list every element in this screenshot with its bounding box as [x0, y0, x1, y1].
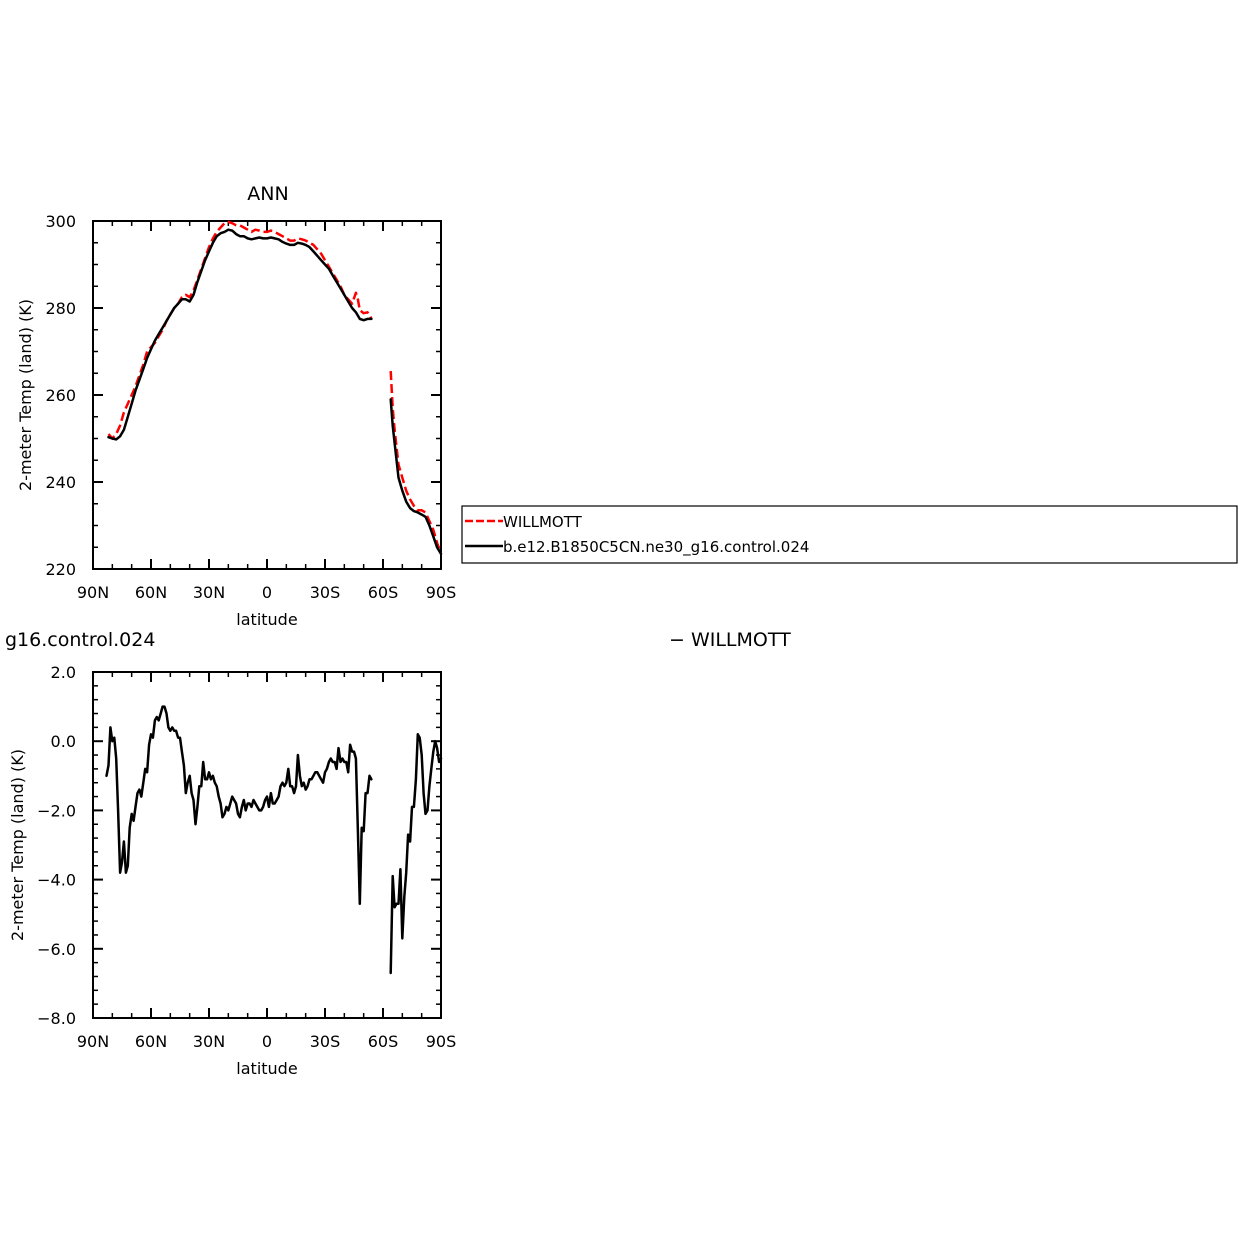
x-tick-label: 90S: [426, 583, 457, 602]
y-tick-label: 260: [45, 386, 76, 405]
y-tick-label: −8.0: [37, 1009, 76, 1028]
x-tick-label: 30S: [310, 1032, 341, 1051]
series-line-willmott-seg0: [107, 220, 373, 440]
y-tick-label: 2.0: [51, 663, 76, 682]
x-tick-label: 60N: [135, 583, 167, 602]
legend: WILLMOTT b.e12.B1850C5CN.ne30_g16.contro…: [461, 505, 1238, 564]
y-tick-label: 0.0: [51, 732, 76, 751]
plot-frame: [92, 671, 442, 1019]
y-tick-labels: 220 240 260 280 300: [45, 212, 76, 579]
x-tick-label: 30N: [193, 583, 225, 602]
y-tick-label: 280: [45, 299, 76, 318]
axis-ticks: [92, 220, 442, 570]
x-tick-label: 0: [262, 583, 272, 602]
temperature-chart: ANN 90N 60N 30N 0 30S 60S 90S 220240260280300 …: [16, 183, 456, 629]
x-tick-label: 30N: [193, 1032, 225, 1051]
x-axis-label: latitude: [236, 610, 297, 629]
series-line-willmott-seg1: [389, 371, 443, 555]
x-tick-label: 30S: [310, 583, 341, 602]
chart-title: ANN: [247, 183, 288, 205]
legend-frame: [461, 505, 1238, 564]
series-line-difference-seg0: [105, 705, 373, 906]
series-line-b-e12-b1850c5cn-ne30-g16-control-024-seg0: [107, 228, 373, 441]
y-axis-label: 2-meter Temp (land) (K): [8, 749, 27, 941]
x-tick-label: 60S: [368, 583, 399, 602]
plot-frame: [92, 220, 442, 570]
x-tick-label: 0: [262, 1032, 272, 1051]
x-axis-label: latitude: [236, 1059, 297, 1078]
axis-ticks: [92, 671, 442, 1019]
y-axis-label: 2-meter Temp (land) (K): [16, 299, 35, 491]
diff-title-right: − WILLMOTT: [669, 629, 791, 651]
series-line-difference-seg1: [389, 733, 443, 975]
x-tick-label: 60S: [368, 1032, 399, 1051]
x-tick-label: 90S: [426, 1032, 457, 1051]
x-tick-label: 90N: [77, 1032, 109, 1051]
y-tick-label: −2.0: [37, 801, 76, 820]
diff-title-left: g16.control.024: [5, 629, 155, 651]
series-lines: [105, 705, 443, 975]
x-tick-label: 60N: [135, 1032, 167, 1051]
y-tick-label: −6.0: [37, 940, 76, 959]
y-tick-label: 220: [45, 560, 76, 579]
y-tick-label: −4.0: [37, 871, 76, 890]
difference-chart: 90N 60N 30N 0 30S 60S 90S −8.0 −6.0 −4.0 −2.0 0.0 2…: [8, 663, 456, 1078]
x-tick-label: 90N: [77, 583, 109, 602]
y-tick-label: 240: [45, 473, 76, 492]
x-tick-labels: 90N 60N 30N 0 30S 60S 90S: [77, 583, 456, 602]
y-tick-label: 300: [45, 212, 76, 231]
series-lines: [107, 220, 443, 556]
series-line-b-e12-b1850c5cn-ne30-g16-control-024-seg1: [389, 398, 443, 556]
y-tick-labels: −8.0 −6.0 −4.0 −2.0 0.0 2.0: [37, 663, 76, 1028]
x-tick-labels: 90N 60N 30N 0 30S 60S 90S: [77, 1032, 456, 1051]
legend-label-willmott: WILLMOTT: [503, 513, 583, 531]
legend-label-model: b.e12.B1850C5CN.ne30_g16.control.024: [503, 538, 809, 557]
